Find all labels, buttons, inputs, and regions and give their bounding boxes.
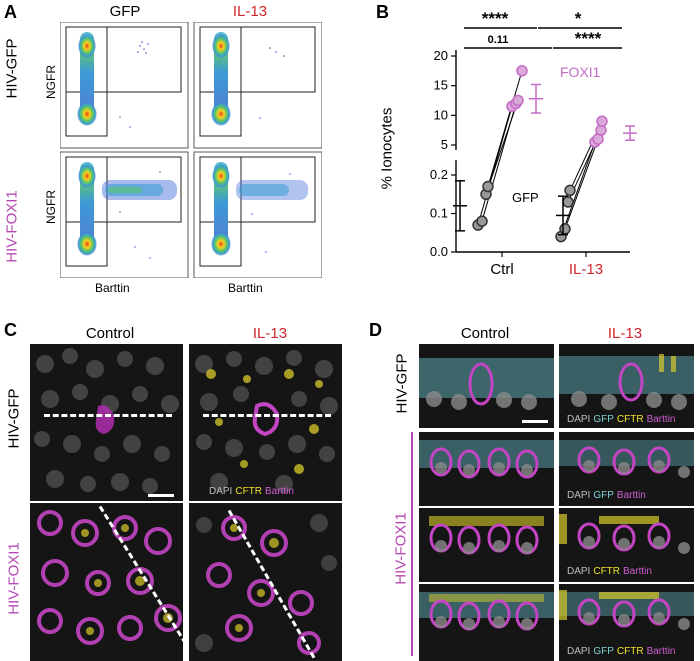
series-label-foxi1: FOXI1: [560, 64, 601, 80]
x-tick-label: IL-13: [569, 261, 603, 278]
panel-d-row-hiv-gfp: HIV-GFP: [393, 353, 411, 414]
pair-line: [564, 138, 599, 230]
data-point-foxi1: [516, 65, 528, 77]
data-point-gfp: [564, 184, 576, 197]
significance-label: *: [575, 9, 582, 28]
panel-a-header-il13: IL-13: [232, 3, 268, 20]
pair-line: [487, 70, 523, 187]
flow-plot-gfp-il13: [193, 22, 322, 149]
pair-line: [485, 100, 519, 195]
cross-section-line: [44, 414, 172, 417]
panel-c-stain-caption: DAPI CFTR Barttin: [209, 486, 294, 497]
y-tick-label-upper: 20: [434, 48, 448, 63]
panel-d-row-hiv-foxi1: HIV-FOXI1: [392, 512, 410, 585]
flow-plot-foxi1-gfp: [60, 151, 189, 278]
micrograph-d-foxi1-control-merge: [419, 584, 554, 661]
data-point-gfp: [559, 223, 571, 235]
pair-line: [477, 106, 513, 226]
panel-c-row-hiv-gfp: HIV-GFP: [5, 388, 23, 449]
micrograph-c-gfp-control: [30, 344, 183, 501]
panel-label-b: B: [376, 2, 389, 22]
flow-plot-foxi1-il13: [193, 151, 322, 278]
stain-caption-d0: DAPI GFP CFTR Barttin: [567, 414, 676, 425]
y-tick-label-upper: 15: [434, 78, 448, 93]
y-tick-label-lower: 0.0: [430, 244, 448, 259]
data-point-gfp: [562, 196, 574, 208]
foxi1-bracket: [411, 432, 413, 656]
flow-cytometry-grid: [60, 22, 322, 278]
y-tick-label-lower: 0.2: [430, 167, 448, 182]
panel-a-header-gfp: GFP: [109, 3, 141, 20]
panel-c-row-hiv-foxi1: HIV-FOXI1: [5, 542, 23, 615]
panel-label-d: D: [369, 320, 382, 340]
micrograph-d-gfp-il13: DAPI GFP CFTR Barttin: [559, 344, 694, 428]
stain-caption-d2: DAPI CFTR Barttin: [567, 566, 652, 577]
panel-d-header-il13: IL-13: [607, 325, 643, 342]
pair-line: [560, 141, 596, 237]
micrograph-d-gfp-control: [419, 344, 554, 428]
scale-bar: [148, 494, 174, 497]
panel-a-xaxis-right: Barttin: [228, 281, 263, 295]
panel-label-a: A: [4, 2, 17, 22]
data-point-gfp: [482, 180, 494, 193]
cross-section-line-il13: [203, 414, 331, 417]
significance-label: 0.11: [488, 34, 509, 46]
micrograph-d-foxi1-il13-gfp: DAPI GFP Barttin: [559, 432, 694, 506]
data-point-foxi1: [512, 94, 524, 107]
panel-c-header-control: Control: [85, 325, 135, 342]
significance-label: ****: [575, 29, 602, 48]
micrograph-d-foxi1-control-gfp: [419, 432, 554, 506]
micrograph-c-foxi1-il13: [189, 503, 342, 661]
micrograph-d-foxi1-il13-merge: DAPI GFP CFTR Barttin: [559, 584, 694, 661]
panel-a-xaxis-left: Barttin: [95, 281, 130, 295]
panel-a-yaxis-bottom: NGFR: [44, 190, 58, 224]
scale-bar-d: [522, 420, 548, 423]
y-tick-label-upper: 5: [441, 137, 448, 152]
micrograph-c-gfp-il13: DAPI CFTR Barttin: [189, 344, 342, 501]
panel-a-yaxis-top: NGFR: [44, 65, 58, 99]
panel-d-header-control: Control: [460, 325, 510, 342]
panel-label-c: C: [4, 320, 17, 340]
y-tick-label-upper: 10: [434, 107, 448, 122]
panel-a-row-hiv-foxi1: HIV-FOXI1: [3, 190, 21, 263]
data-point-foxi1: [596, 115, 608, 128]
x-tick-label: Ctrl: [490, 261, 513, 278]
micrograph-c-foxi1-control: [30, 503, 183, 661]
stain-caption-d1: DAPI GFP Barttin: [567, 490, 646, 501]
panel-a-row-hiv-gfp: HIV-GFP: [3, 38, 21, 99]
series-label-gfp: GFP: [512, 190, 539, 205]
significance-label: ****: [482, 9, 509, 28]
y-tick-label-lower: 0.1: [430, 206, 448, 221]
data-point-gfp: [476, 215, 488, 227]
flow-plot-gfp-gfp: [60, 22, 189, 149]
micrograph-d-foxi1-control-cftr: [419, 508, 554, 582]
panel-c-header-il13: IL-13: [252, 325, 288, 342]
micrograph-d-foxi1-il13-cftr: DAPI CFTR Barttin: [559, 508, 694, 582]
stain-caption-d3: DAPI GFP CFTR Barttin: [567, 646, 676, 657]
